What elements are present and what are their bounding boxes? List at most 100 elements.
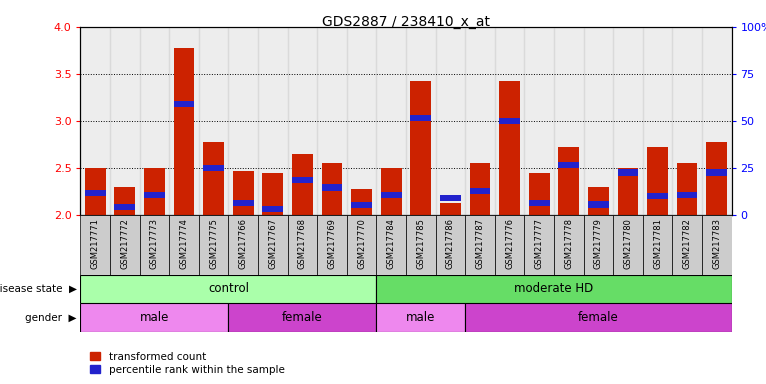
Bar xyxy=(647,147,668,215)
Bar xyxy=(144,168,165,215)
Text: GSM217786: GSM217786 xyxy=(446,218,455,269)
Bar xyxy=(376,27,406,215)
Bar xyxy=(525,27,554,215)
FancyBboxPatch shape xyxy=(406,215,436,275)
Bar xyxy=(617,169,638,175)
Bar xyxy=(85,190,106,196)
Text: GSM217767: GSM217767 xyxy=(268,218,277,269)
Text: GSM217779: GSM217779 xyxy=(594,218,603,269)
Bar xyxy=(347,27,376,215)
FancyBboxPatch shape xyxy=(228,215,258,275)
Text: GSM217784: GSM217784 xyxy=(387,218,396,269)
Text: GSM217785: GSM217785 xyxy=(416,218,425,269)
Text: GSM217776: GSM217776 xyxy=(505,218,514,269)
Bar xyxy=(199,27,228,215)
Bar xyxy=(411,81,431,215)
Text: GSM217771: GSM217771 xyxy=(90,218,100,269)
Bar xyxy=(499,81,520,215)
Text: GSM217773: GSM217773 xyxy=(150,218,159,269)
Bar xyxy=(233,171,254,215)
Bar xyxy=(470,188,490,194)
Text: male: male xyxy=(139,311,169,324)
FancyBboxPatch shape xyxy=(258,215,287,275)
Text: GSM217782: GSM217782 xyxy=(683,218,692,269)
Bar xyxy=(139,27,169,215)
Bar xyxy=(495,27,525,215)
Text: GSM217766: GSM217766 xyxy=(239,218,247,269)
Bar xyxy=(588,187,609,215)
Bar xyxy=(613,27,643,215)
FancyBboxPatch shape xyxy=(554,215,584,275)
Bar xyxy=(706,142,727,215)
Bar xyxy=(169,27,199,215)
Legend: transformed count, percentile rank within the sample: transformed count, percentile rank withi… xyxy=(86,348,289,379)
Bar xyxy=(322,163,342,215)
FancyBboxPatch shape xyxy=(228,303,376,332)
Bar xyxy=(702,27,732,215)
Bar xyxy=(381,168,401,215)
FancyBboxPatch shape xyxy=(110,215,139,275)
Bar xyxy=(440,203,460,215)
Bar xyxy=(584,27,613,215)
Text: GDS2887 / 238410_x_at: GDS2887 / 238410_x_at xyxy=(322,15,490,29)
Text: GSM217772: GSM217772 xyxy=(120,218,129,269)
Bar xyxy=(529,173,549,215)
FancyBboxPatch shape xyxy=(199,215,228,275)
FancyBboxPatch shape xyxy=(465,303,732,332)
Bar xyxy=(617,168,638,215)
FancyBboxPatch shape xyxy=(584,215,613,275)
Bar xyxy=(292,177,313,183)
FancyBboxPatch shape xyxy=(376,275,732,303)
Text: GSM217778: GSM217778 xyxy=(565,218,573,269)
Text: GSM217770: GSM217770 xyxy=(357,218,366,269)
FancyBboxPatch shape xyxy=(80,303,228,332)
Text: GSM217769: GSM217769 xyxy=(328,218,336,269)
Bar xyxy=(352,202,372,209)
Bar xyxy=(263,206,283,212)
Bar xyxy=(647,193,668,199)
Bar xyxy=(80,27,110,215)
Text: male: male xyxy=(406,311,435,324)
Bar xyxy=(381,192,401,198)
Bar xyxy=(677,192,698,198)
Bar xyxy=(706,169,727,175)
Bar xyxy=(470,163,490,215)
FancyBboxPatch shape xyxy=(436,215,465,275)
Bar xyxy=(263,173,283,215)
FancyBboxPatch shape xyxy=(643,215,673,275)
Text: female: female xyxy=(282,311,322,324)
Bar xyxy=(406,27,436,215)
Text: disease state  ▶: disease state ▶ xyxy=(0,284,77,294)
FancyBboxPatch shape xyxy=(169,215,199,275)
Bar xyxy=(114,204,135,210)
Bar xyxy=(114,187,135,215)
Bar xyxy=(228,27,258,215)
Bar xyxy=(529,200,549,206)
Text: GSM217780: GSM217780 xyxy=(624,218,633,269)
Text: GSM217775: GSM217775 xyxy=(209,218,218,269)
FancyBboxPatch shape xyxy=(613,215,643,275)
Bar xyxy=(643,27,673,215)
FancyBboxPatch shape xyxy=(702,215,732,275)
Bar xyxy=(174,101,195,107)
FancyBboxPatch shape xyxy=(139,215,169,275)
FancyBboxPatch shape xyxy=(465,215,495,275)
Bar xyxy=(292,154,313,215)
FancyBboxPatch shape xyxy=(287,215,317,275)
FancyBboxPatch shape xyxy=(376,303,465,332)
Bar xyxy=(258,27,287,215)
Text: GSM217777: GSM217777 xyxy=(535,218,544,269)
Bar xyxy=(352,189,372,215)
Bar xyxy=(465,27,495,215)
Bar xyxy=(499,118,520,124)
Bar xyxy=(554,27,584,215)
Bar xyxy=(317,27,347,215)
Bar xyxy=(287,27,317,215)
Text: GSM217781: GSM217781 xyxy=(653,218,662,269)
FancyBboxPatch shape xyxy=(525,215,554,275)
FancyBboxPatch shape xyxy=(376,215,406,275)
Text: GSM217787: GSM217787 xyxy=(476,218,484,269)
FancyBboxPatch shape xyxy=(80,215,110,275)
Bar xyxy=(558,162,579,168)
FancyBboxPatch shape xyxy=(495,215,525,275)
